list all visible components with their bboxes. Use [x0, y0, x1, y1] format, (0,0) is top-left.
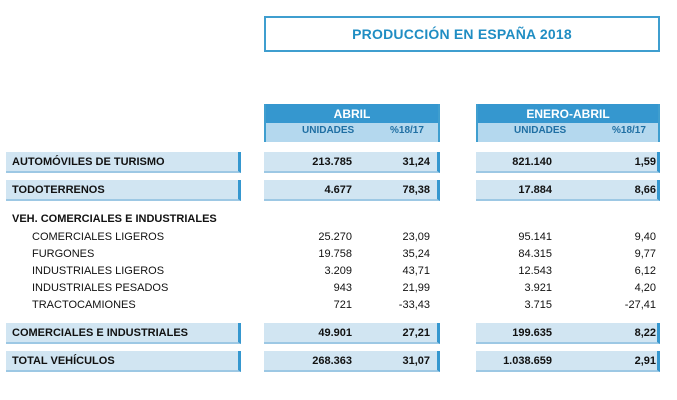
cell-enero-abril-units: 821.140 [512, 156, 552, 168]
cell-abril-pct: 21,99 [402, 282, 430, 294]
cell-abril-pct: 35,24 [402, 248, 430, 260]
cell-enero-abril-pct: -27,41 [624, 299, 656, 311]
row-bar-enero-abril [476, 323, 660, 344]
row-label: TODOTERRENOS [12, 184, 105, 196]
cell-enero-abril-units: 199.635 [512, 327, 552, 339]
row-bar-abril [264, 323, 440, 344]
column-header-enero-abril: ENERO-ABRIL UNIDADES %18/17 [476, 104, 660, 142]
cell-abril-pct: 78,38 [402, 184, 430, 196]
cell-abril-pct: 31,24 [402, 156, 430, 168]
row-bar-label [6, 180, 241, 201]
cell-enero-abril-pct: 8,22 [634, 327, 656, 339]
row-label: FURGONES [32, 248, 95, 260]
cell-abril-units: 25.270 [318, 231, 352, 243]
cell-abril-pct: 31,07 [402, 355, 430, 367]
row-bar-abril [264, 351, 440, 372]
row-bar-label [6, 351, 241, 372]
column-label-enero-abril: ENERO-ABRIL [478, 104, 658, 123]
cell-abril-pct: -33,43 [398, 299, 430, 311]
cell-enero-abril-pct: 9,77 [634, 248, 656, 260]
row-bar-label [6, 323, 241, 344]
cell-abril-units: 4.677 [324, 184, 352, 196]
row-bar-enero-abril [476, 351, 660, 372]
cell-enero-abril-units: 84.315 [518, 248, 552, 260]
row-bar-abril [264, 180, 440, 201]
cell-enero-abril-pct: 2,91 [634, 355, 656, 367]
cell-enero-abril-pct: 6,12 [634, 265, 656, 277]
row-label: AUTOMÓVILES DE TURISMO [12, 156, 165, 168]
cell-abril-units: 213.785 [312, 156, 352, 168]
row-label: TOTAL VEHÍCULOS [12, 355, 115, 367]
section-header: VEH. COMERCIALES E INDUSTRIALES [12, 213, 217, 225]
cell-enero-abril-pct: 9,40 [634, 231, 656, 243]
row-label: INDUSTRIALES PESADOS [32, 282, 169, 294]
column-label-abril: ABRIL [266, 104, 438, 123]
cell-enero-abril-pct: 8,66 [634, 184, 656, 196]
column-units-abril: UNIDADES [302, 125, 355, 136]
cell-abril-units: 268.363 [312, 355, 352, 367]
page-title: PRODUCCIÓN EN ESPAÑA 2018 [264, 16, 660, 52]
row-bar-enero-abril [476, 180, 660, 201]
cell-abril-pct: 27,21 [402, 327, 430, 339]
column-header-abril: ABRIL UNIDADES %18/17 [264, 104, 440, 142]
row-bar-enero-abril [476, 152, 660, 173]
cell-enero-abril-units: 3.715 [524, 299, 552, 311]
cell-abril-units: 721 [333, 299, 352, 311]
cell-enero-abril-units: 12.543 [518, 265, 552, 277]
cell-abril-pct: 23,09 [402, 231, 430, 243]
row-label: INDUSTRIALES LIGEROS [32, 265, 165, 277]
cell-abril-units: 19.758 [318, 248, 352, 260]
row-bar-abril [264, 152, 440, 173]
cell-enero-abril-units: 1.038.659 [503, 355, 552, 367]
column-pct-enero-abril: %18/17 [612, 125, 646, 136]
cell-enero-abril-pct: 1,59 [634, 156, 656, 168]
row-label: COMERCIALES E INDUSTRIALES [12, 327, 189, 339]
row-label: COMERCIALES LIGEROS [32, 231, 165, 243]
column-units-enero-abril: UNIDADES [514, 125, 567, 136]
cell-abril-units: 3.209 [324, 265, 352, 277]
cell-abril-pct: 43,71 [402, 265, 430, 277]
cell-enero-abril-units: 95.141 [518, 231, 552, 243]
cell-enero-abril-units: 17.884 [518, 184, 552, 196]
column-pct-abril: %18/17 [390, 125, 424, 136]
cell-abril-units: 943 [333, 282, 352, 294]
cell-enero-abril-pct: 4,20 [634, 282, 656, 294]
row-bar-label [6, 152, 241, 173]
row-label: TRACTOCAMIONES [32, 299, 136, 311]
cell-enero-abril-units: 3.921 [524, 282, 552, 294]
cell-abril-units: 49.901 [318, 327, 352, 339]
